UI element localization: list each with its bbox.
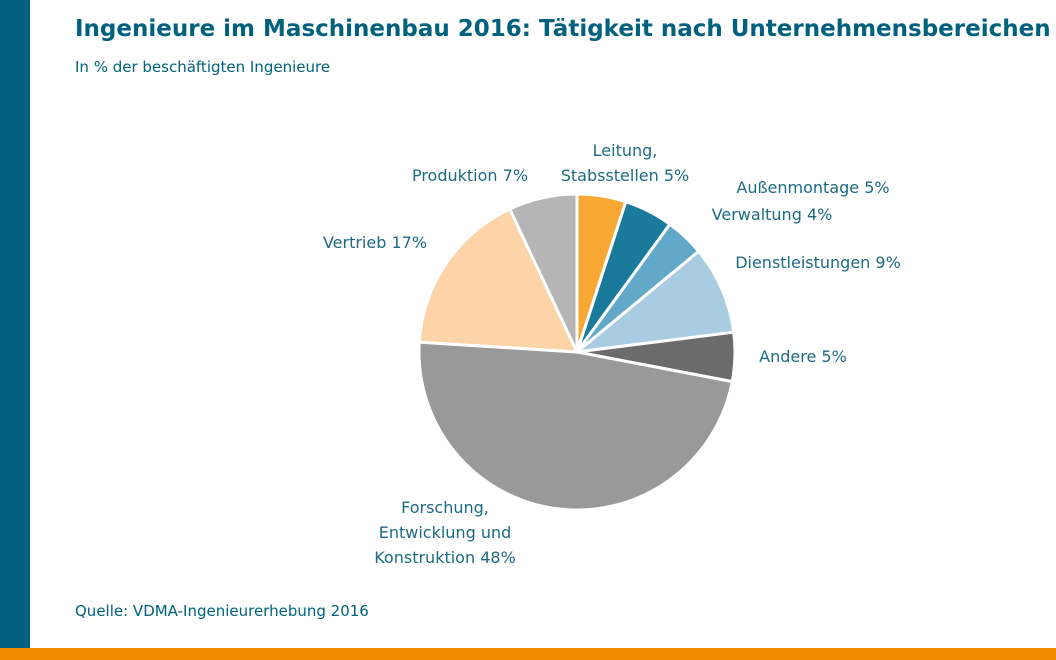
chart-subtitle: In % der beschäftigten Ingenieure — [75, 58, 331, 76]
category-name: Forschung, Entwicklung und Konstruktion — [374, 498, 512, 567]
value-label: 9% — [875, 253, 901, 272]
category-name: Leitung, Stabsstellen — [560, 141, 659, 185]
slice-label: Dienstleistungen 9% — [733, 250, 903, 275]
pie-slice — [417, 207, 579, 354]
slice-label: Verwaltung 4% — [672, 202, 872, 227]
category-name: Produktion — [411, 166, 498, 185]
slice-label: Andere 5% — [733, 344, 873, 369]
value-label: 4% — [806, 205, 833, 224]
slice-label: Leitung, Stabsstellen 5% — [560, 138, 690, 188]
value-label: 48% — [480, 548, 516, 567]
value-label: 5% — [821, 347, 847, 366]
chart-title: Ingenieure im Maschinenbau 2016: Tätigke… — [75, 16, 1051, 42]
pie-slice — [575, 249, 736, 354]
category-name: Dienstleistungen — [735, 253, 871, 272]
bottom-bar — [0, 648, 1056, 660]
left-bar — [0, 0, 30, 648]
value-label: 5% — [864, 178, 890, 197]
pie-slice — [417, 340, 734, 512]
source-note: Quelle: VDMA-Ingenieurerhebung 2016 — [75, 602, 369, 620]
slice-label: Produktion 7% — [385, 163, 555, 188]
category-name: Verwaltung — [711, 205, 802, 224]
category-name: Außenmontage — [736, 178, 860, 197]
value-label: 17% — [391, 233, 428, 252]
category-name: Andere — [759, 347, 817, 366]
slice-label: Außenmontage 5% — [713, 175, 913, 200]
value-label: 7% — [502, 166, 529, 185]
slice-label: Forschung, Entwicklung und Konstruktion … — [355, 495, 535, 570]
category-name: Vertrieb — [322, 233, 387, 252]
value-label: 5% — [663, 166, 690, 185]
slice-label: Vertrieb 17% — [295, 230, 455, 255]
pie-slice — [508, 192, 579, 354]
